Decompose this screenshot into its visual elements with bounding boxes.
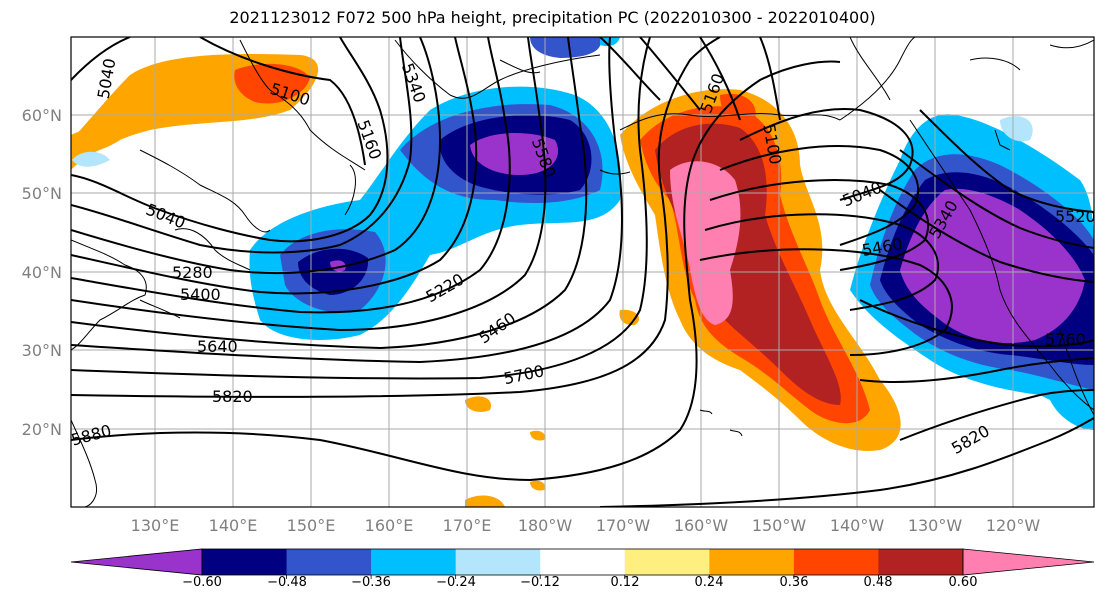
contour-label: 5460 [475,309,519,348]
colorbar-tick-label: 0.36 [780,575,809,590]
contour-label: 5160 [354,117,386,162]
lon-label: 180°W [518,516,573,535]
contour-label: 5220 [422,270,467,307]
lon-label: 140°E [209,516,258,535]
map-panel: 5040 5100 5160 5340 5580 5100 5160 5040 … [69,37,1096,507]
coastlines [71,37,1094,507]
colorbar-frame [201,548,964,576]
colorbar-ticks: −0.60 −0.48 −0.36 −0.24 −0.12 0.12 0.24 … [182,575,977,590]
map-title: 2021123012 F072 500 hPa height, precipit… [229,8,876,27]
colorbar-segment [70,548,203,576]
contour-label: 5640 [197,337,238,356]
lat-label: 20°N [22,420,62,439]
contour-label: 5700 [502,361,546,388]
colorbar-segment [878,549,964,575]
colorbar-segment [540,549,626,575]
colorbar-segment [455,549,541,575]
lat-label: 30°N [22,341,62,360]
contour-label: 5820 [212,387,253,406]
contour-label: 5040 [840,178,885,211]
lat-label: 40°N [22,263,62,282]
colorbar-segment [962,548,1095,576]
colorbar-tick-label: −0.60 [182,575,222,590]
contour-label: 5340 [398,60,430,105]
lon-label: 140°W [830,516,885,535]
contour-label: 5400 [180,285,221,304]
lon-label: 150°E [287,516,336,535]
colorbar-segment [709,549,795,575]
colorbar-tick-label: −0.24 [436,575,476,590]
colorbar-tick-label: −0.48 [267,575,307,590]
contour-label: 5280 [172,263,213,282]
lat-label: 50°N [22,184,62,203]
lon-label: 160°W [674,516,729,535]
contour-label: 5040 [143,200,188,233]
colorbar-segment [286,549,372,575]
contour-label: 5520 [1055,207,1096,226]
lat-lon-grid [71,37,1094,507]
height-contours [71,37,1094,507]
contour-label: 5820 [948,421,993,458]
lon-label: 170°W [596,516,651,535]
longitude-axis: 130°E 140°E 150°E 160°E 170°E 180°W 170°… [131,516,1041,535]
colorbar-segment [793,549,879,575]
colorbar-segment [624,549,710,575]
colorbar-tick-label: −0.12 [520,575,560,590]
lon-label: 130°W [908,516,963,535]
colorbar-tick-label: 0.24 [695,575,724,590]
colorbar [70,548,1095,579]
colorbar-segment [371,549,457,575]
colorbar-tick-label: 0.60 [949,575,978,590]
map-frame [70,36,1095,508]
latitude-axis: 60°N 50°N 40°N 30°N 20°N [22,106,62,439]
contour-label: 5760 [1045,330,1086,349]
lon-label: 120°W [986,516,1041,535]
colorbar-tick-label: 0.48 [864,575,893,590]
precip-shading [71,37,1094,507]
colorbar-segment [202,549,288,575]
lon-label: 170°E [443,516,492,535]
lat-label: 60°N [22,106,62,125]
contour-label: 5880 [69,421,113,450]
lon-label: 150°W [752,516,807,535]
lon-label: 130°E [131,516,180,535]
lon-label: 160°E [365,516,414,535]
colorbar-tick-label: −0.36 [351,575,391,590]
colorbar-tick-label: 0.12 [611,575,640,590]
